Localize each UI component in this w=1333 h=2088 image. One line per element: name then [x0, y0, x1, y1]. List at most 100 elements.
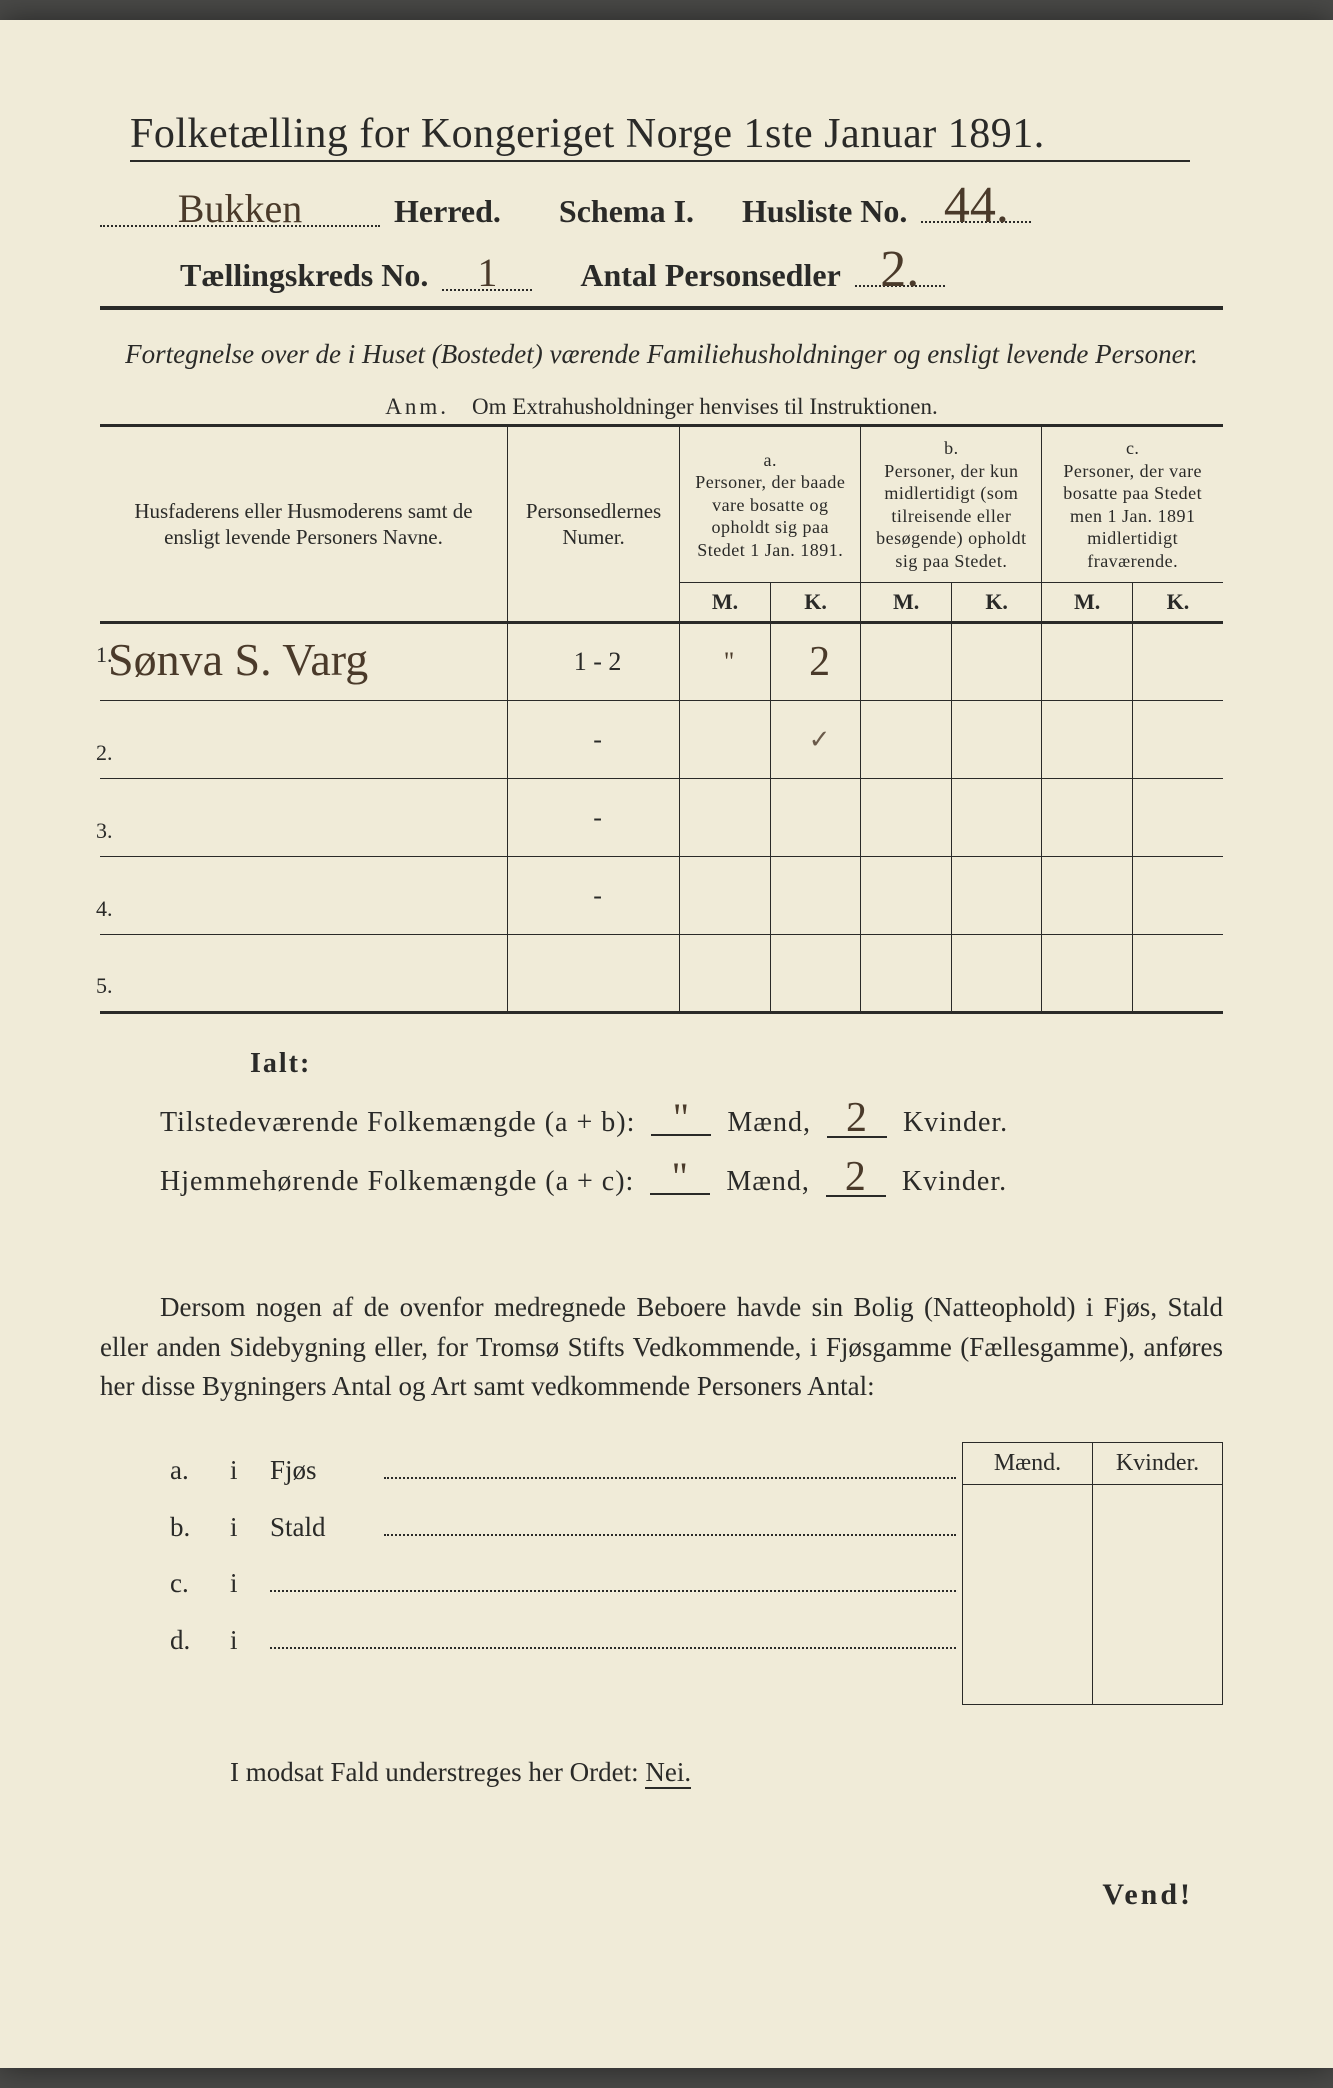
sum-ac-k: 2	[826, 1161, 886, 1197]
row-cK	[1132, 623, 1223, 701]
anm-label: Anm.	[385, 394, 449, 419]
census-form-page: Folketælling for Kongeriget Norge 1ste J…	[0, 20, 1333, 2068]
col-a-m: M.	[680, 583, 771, 623]
nei-text: I modsat Fald understreges her Ordet:	[230, 1757, 639, 1787]
abcd-a-name: Fjøs	[270, 1442, 380, 1499]
husliste-label: Husliste No.	[742, 193, 907, 230]
row-bM	[861, 779, 952, 857]
row-aK: 2	[770, 623, 861, 701]
page-title: Folketælling for Kongeriget Norge 1ste J…	[130, 110, 1190, 162]
anm-text: Om Extrahusholdninger henvises til Instr…	[472, 394, 938, 419]
abcd-dots	[384, 1461, 956, 1479]
row-personnum	[507, 935, 679, 1013]
table-row: 2. - ✓	[100, 701, 1223, 779]
mk-box-k-val	[1093, 1484, 1223, 1704]
col-numer: Personsedlernes Numer.	[507, 426, 679, 623]
row-cM	[1042, 935, 1133, 1013]
header-rule	[100, 306, 1223, 310]
anm-line: Anm. Om Extrahusholdninger henvises til …	[100, 394, 1223, 420]
row-aM	[680, 701, 771, 779]
herred-value: Bukken	[100, 193, 380, 227]
maend-label: Mænd,	[726, 1166, 810, 1197]
subtitle: Fortegnelse over de i Huset (Bostedet) v…	[100, 336, 1223, 372]
abcd-d-label: d.	[170, 1612, 230, 1669]
nei-line: I modsat Fald understreges her Ordet: Ne…	[230, 1757, 1223, 1788]
row-bM	[861, 623, 952, 701]
abcd-b-i: i	[230, 1499, 270, 1556]
row-num: 3.	[96, 818, 113, 844]
herred-label: Herred.	[394, 193, 501, 230]
row-bK	[951, 935, 1042, 1013]
antal-label: Antal Personsedler	[580, 257, 840, 294]
row-cM	[1042, 701, 1133, 779]
row-aK	[770, 935, 861, 1013]
mk-box-maend: Mænd.	[963, 1442, 1093, 1484]
row-aM: "	[680, 623, 771, 701]
col-b-m: M.	[861, 583, 952, 623]
row-aK: ✓	[770, 701, 861, 779]
antal-value: 2.	[855, 254, 945, 287]
row-cM	[1042, 857, 1133, 935]
abcd-dots	[384, 1518, 956, 1536]
row-bK	[951, 701, 1042, 779]
schema-label: Schema I.	[559, 193, 694, 230]
col-b-k: K.	[951, 583, 1042, 623]
abcd-b-label: b.	[170, 1499, 230, 1556]
husliste-value: 44.	[921, 190, 1031, 223]
abcd-row-c: c. i	[170, 1555, 956, 1612]
nei-word: Nei.	[645, 1757, 691, 1789]
col-c-text: Personer, der vare bosatte paa Stedet me…	[1050, 460, 1215, 573]
row-bK	[951, 857, 1042, 935]
table-row: 4. -	[100, 857, 1223, 935]
col-names: Husfaderens eller Husmoderens samt de en…	[100, 426, 507, 623]
row-aM	[680, 779, 771, 857]
abcd-dots	[270, 1631, 956, 1649]
abcd-dots	[270, 1574, 956, 1592]
row-bM	[861, 857, 952, 935]
sum-ab-label: Tilstedeværende Folkemængde (a + b):	[160, 1107, 635, 1138]
col-c-k: K.	[1132, 583, 1223, 623]
col-names-text: Husfaderens eller Husmoderens samt de en…	[134, 499, 472, 549]
mk-box-m-val	[963, 1484, 1093, 1704]
row-aM	[680, 935, 771, 1013]
table-row: 1. Sønva S. Varg 1 - 2 " 2	[100, 623, 1223, 701]
col-c-m: M.	[1042, 583, 1133, 623]
row-bK	[951, 623, 1042, 701]
row-cM	[1042, 779, 1133, 857]
kvinder-label: Kvinder.	[902, 1166, 1007, 1197]
main-table: Husfaderens eller Husmoderens samt de en…	[100, 424, 1223, 1014]
sum-ac-label: Hjemmehørende Folkemængde (a + c):	[160, 1166, 634, 1197]
mk-box: Mænd. Kvinder.	[962, 1442, 1223, 1705]
abcd-c-i: i	[230, 1555, 270, 1612]
sum-ab-k: 2	[827, 1102, 887, 1138]
row-name: Sønva S. Varg	[108, 634, 368, 685]
sum-ac-m: "	[650, 1161, 710, 1195]
sum-ab-m: "	[651, 1102, 711, 1136]
col-b-text: Personer, der kun midlertidigt (som tilr…	[869, 460, 1033, 573]
abcd-row-b: b. i Stald	[170, 1499, 956, 1556]
header-row-2: Tællingskreds No. 1 Antal Personsedler 2…	[180, 254, 1223, 294]
abcd-d-i: i	[230, 1612, 270, 1669]
col-a-k: K.	[770, 583, 861, 623]
header-row-1: Bukken Herred. Schema I. Husliste No. 44…	[100, 190, 1223, 230]
row-personnum: -	[507, 701, 679, 779]
sum-line-ac: Hjemmehørende Folkemængde (a + c): " Mæn…	[160, 1161, 1223, 1198]
row-bM	[861, 935, 952, 1013]
kvinder-label: Kvinder.	[903, 1107, 1008, 1138]
row-cK	[1132, 701, 1223, 779]
col-a-label: a.	[688, 449, 852, 472]
row-num: 1.	[96, 642, 113, 668]
col-b-label: b.	[869, 437, 1033, 460]
abcd-block: a. i Fjøs b. i Stald c. i d. i	[100, 1442, 1223, 1705]
row-personnum: -	[507, 779, 679, 857]
col-a: a. Personer, der baade vare bosatte og o…	[680, 426, 861, 583]
row-personnum: -	[507, 857, 679, 935]
abcd-a-label: a.	[170, 1442, 230, 1499]
col-a-text: Personer, der baade vare bosatte og opho…	[688, 471, 852, 561]
row-num: 4.	[96, 896, 113, 922]
row-aK	[770, 857, 861, 935]
row-cM	[1042, 623, 1133, 701]
row-bM	[861, 701, 952, 779]
col-b: b. Personer, der kun midlertidigt (som t…	[861, 426, 1042, 583]
abcd-list: a. i Fjøs b. i Stald c. i d. i	[100, 1442, 956, 1669]
